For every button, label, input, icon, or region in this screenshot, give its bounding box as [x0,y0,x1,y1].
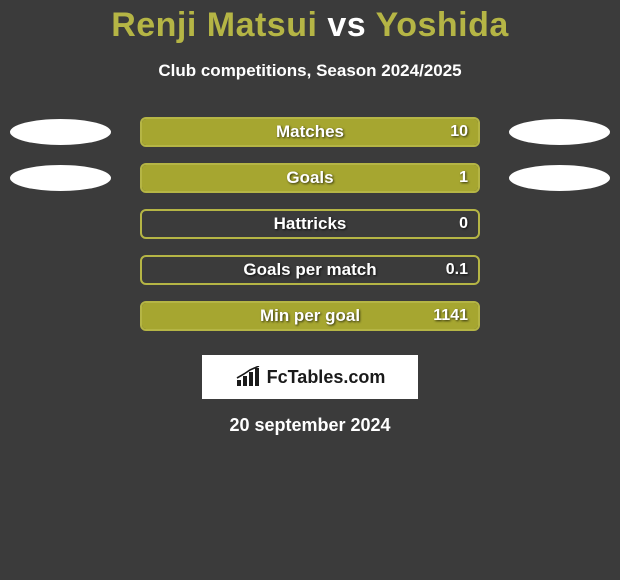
stat-row: Min per goal 1141 [0,293,620,339]
stat-bar: Hattricks 0 [140,209,480,239]
left-marker-icon [10,165,111,191]
player2-name: Yoshida [376,6,509,44]
bar-wrap: Matches 10 [111,117,509,147]
comparison-infographic: Renji Matsui vs Yoshida Club competition… [0,0,620,580]
date-text: 20 september 2024 [0,415,620,436]
right-marker-icon [509,165,610,191]
stat-value: 1141 [433,307,468,325]
brand-text: FcTables.com [267,367,386,388]
left-marker-icon [10,119,111,145]
bar-wrap: Goals 1 [111,163,509,193]
stat-bar: Min per goal 1141 [140,301,480,331]
stat-label: Goals per match [142,260,478,280]
stat-label: Min per goal [142,306,478,326]
stat-value: 0 [459,215,468,233]
brand-inner: FcTables.com [235,366,386,388]
right-marker-icon [509,119,610,145]
stat-bar: Goals per match 0.1 [140,255,480,285]
bar-wrap: Min per goal 1141 [111,301,509,331]
brand-box: FcTables.com [202,355,418,399]
stat-label: Hattricks [142,214,478,234]
stat-row: Hattricks 0 [0,201,620,247]
stats-rows: Matches 10 Goals 1 Hattr [0,109,620,339]
player1-name: Renji Matsui [111,6,317,44]
vs-text: vs [327,6,366,44]
stat-value: 0.1 [446,261,468,279]
stat-label: Goals [142,168,478,188]
bar-chart-icon [235,366,261,388]
stat-row: Matches 10 [0,109,620,155]
stat-row: Goals per match 0.1 [0,247,620,293]
stat-value: 1 [459,169,468,187]
stat-bar: Goals 1 [140,163,480,193]
bar-wrap: Goals per match 0.1 [111,255,509,285]
bar-wrap: Hattricks 0 [111,209,509,239]
stat-row: Goals 1 [0,155,620,201]
stat-bar: Matches 10 [140,117,480,147]
stat-label: Matches [142,122,478,142]
subtitle: Club competitions, Season 2024/2025 [0,61,620,81]
stat-value: 10 [450,123,468,141]
page-title: Renji Matsui vs Yoshida [0,0,620,45]
